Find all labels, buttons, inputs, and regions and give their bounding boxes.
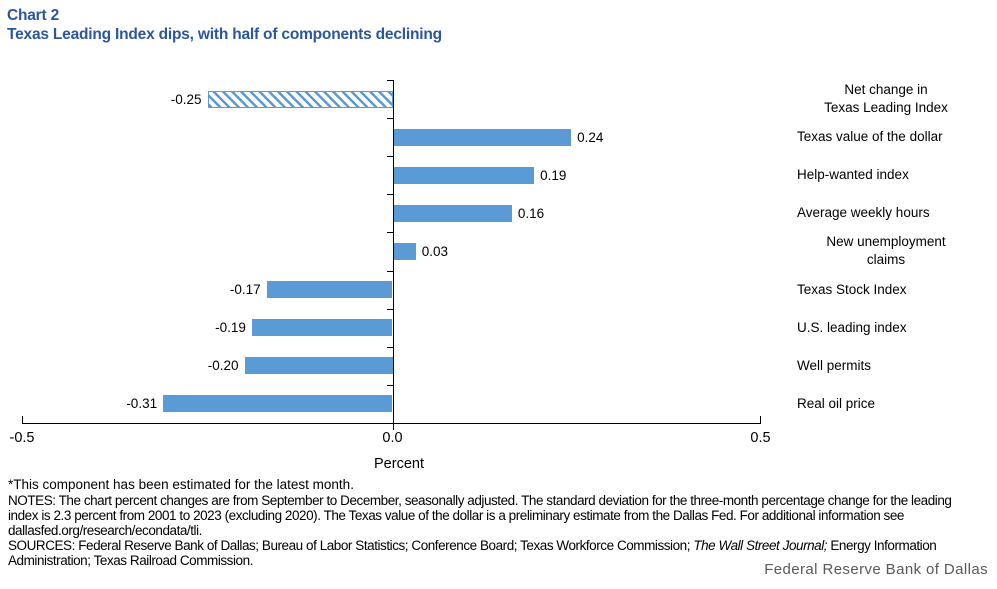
chart-title: Texas Leading Index dips, with half of c…	[7, 26, 442, 43]
footnote-notes: NOTES: The chart percent changes are fro…	[8, 492, 952, 538]
x-tick-label: 0.0	[382, 430, 403, 446]
category-label: Average weekly hours	[797, 205, 930, 221]
category-label: Well permits	[797, 357, 872, 373]
category-axis-tick	[386, 80, 393, 81]
category-label: New unemployment claims	[826, 234, 946, 268]
category-label: Texas Stock Index	[797, 281, 907, 297]
x-tick-label: 0.5	[750, 430, 771, 446]
footnotes: *This component has been estimated for t…	[8, 477, 976, 569]
bar	[251, 319, 393, 337]
bar	[393, 128, 572, 146]
category-label: Texas value of the dollar	[797, 129, 943, 145]
bar	[393, 243, 416, 260]
chart-header: Chart 2 Texas Leading Index dips, with h…	[7, 6, 767, 44]
sources-italic-text: The Wall Street Journal;	[693, 538, 828, 554]
x-axis-line	[22, 423, 761, 424]
category-label: Help-wanted index	[797, 167, 909, 183]
sources-text: SOURCES: Federal Reserve Bank of Dallas;…	[8, 538, 694, 554]
bar-value-label: 0.19	[540, 167, 567, 183]
bar-value-label: -0.31	[126, 396, 158, 412]
bar-value-label: -0.17	[229, 282, 261, 298]
x-tick-label: -0.5	[9, 430, 35, 446]
chart-number: Chart 2	[7, 7, 60, 24]
bar-value-label: 0.24	[577, 129, 604, 145]
category-label: U.S. leading index	[797, 319, 907, 335]
bar-value-label: -0.19	[215, 320, 246, 336]
category-label: Real oil price	[797, 395, 876, 411]
bar	[207, 90, 393, 108]
sources-text-end: Energy Information Administration; Texas…	[8, 538, 937, 569]
bar-value-label: -0.20	[207, 358, 239, 374]
bar-value-label: 0.03	[421, 244, 448, 259]
x-axis-title: Percent	[374, 456, 424, 472]
zero-baseline	[392, 80, 394, 430]
bar-value-label: 0.16	[517, 205, 545, 221]
category-label: Net change in Texas Leading Index	[824, 82, 948, 116]
bar-value-label: -0.25	[170, 91, 202, 107]
category-axis-tick	[386, 346, 393, 348]
category-axis-tick	[386, 308, 393, 310]
category-axis-tick	[386, 194, 393, 196]
bar	[393, 204, 512, 222]
footnote-sources: SOURCES: Federal Reserve Bank of Dallas;…	[8, 538, 976, 568]
category-axis-tick	[386, 270, 393, 272]
category-axis-tick	[386, 232, 393, 234]
bar	[266, 281, 393, 299]
category-axis-tick	[386, 384, 393, 386]
category-axis-tick	[386, 118, 393, 120]
bar	[244, 357, 393, 375]
footnote-asterisk: *This component has been estimated for t…	[8, 477, 354, 492]
bar	[393, 166, 535, 184]
x-axis-end-tick	[759, 416, 761, 423]
category-axis-tick	[386, 156, 393, 158]
bar	[163, 395, 393, 413]
branding-federal-reserve-bank-of-dallas: Federal Reserve Bank of Dallas	[764, 561, 988, 578]
x-axis-end-tick	[22, 416, 23, 423]
